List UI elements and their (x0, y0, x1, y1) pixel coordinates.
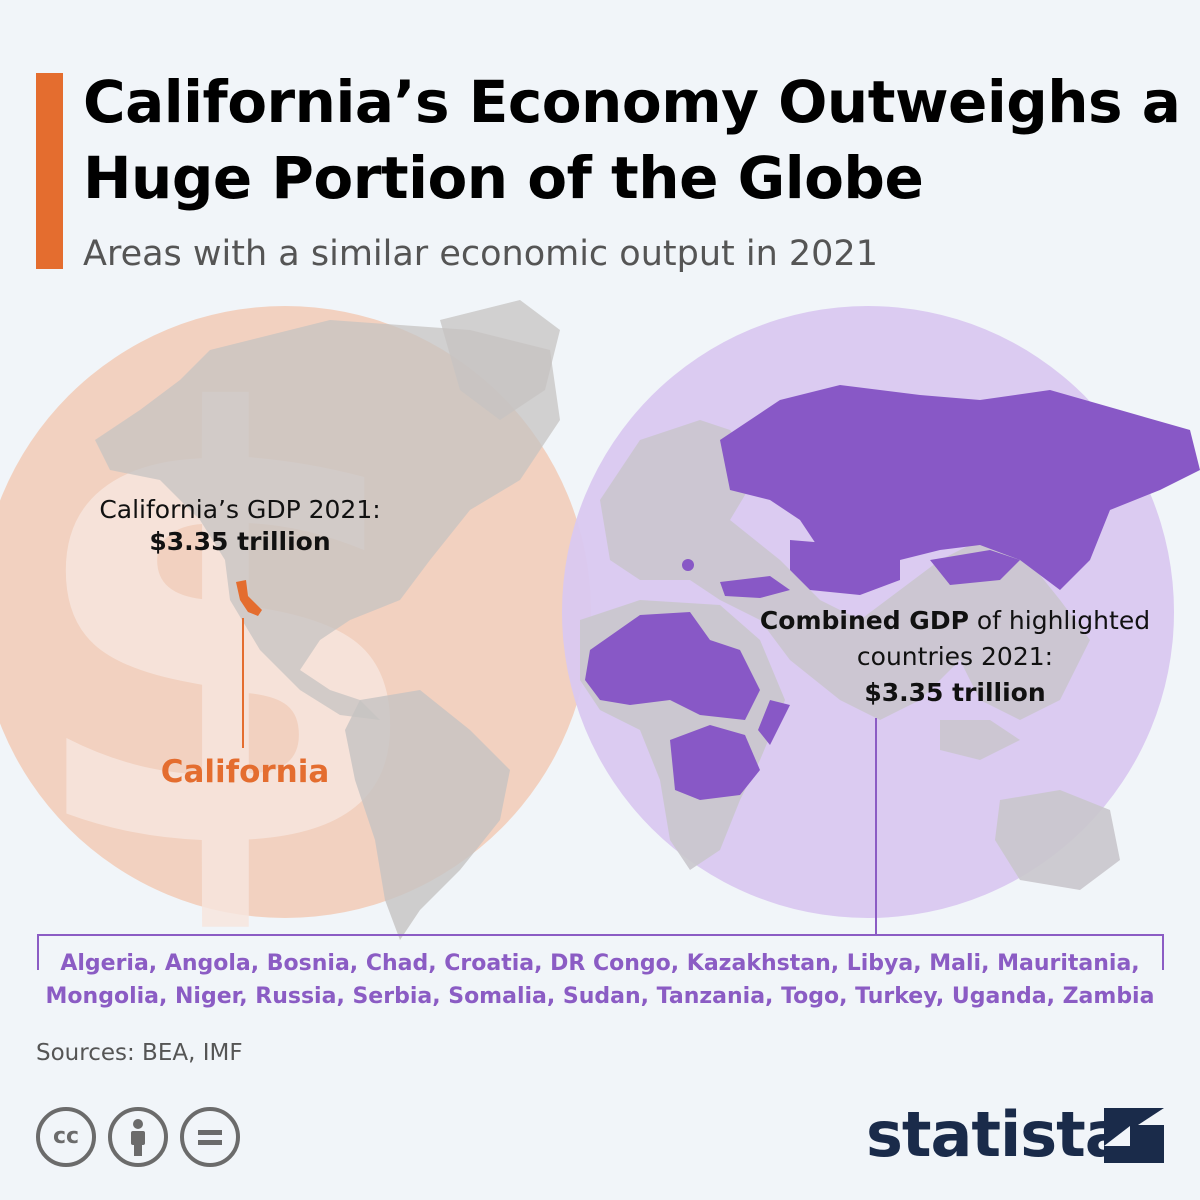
sources-text: Sources: BEA, IMF (36, 1040, 243, 1066)
mongolia-highlight (930, 550, 1020, 585)
title-accent-bar (36, 73, 63, 269)
se-asia-land (940, 720, 1020, 760)
eurasia-land (600, 420, 1090, 720)
cc-icon[interactable]: cc (36, 1107, 96, 1167)
combined-gdp-label: Combined GDP of highlighted countries 20… (740, 603, 1170, 711)
countries-line-2: Mongolia, Niger, Russia, Serbia, Somalia… (45, 984, 1155, 1009)
north-africa-highlight (585, 612, 760, 720)
balkans-highlight (682, 559, 694, 571)
greenland-land (440, 300, 560, 420)
california-label: California (160, 754, 330, 790)
california-gdp-year: 2021: (308, 495, 381, 524)
somalia-highlight (758, 700, 790, 745)
russia-highlight (720, 385, 1200, 590)
countries-bracket (37, 934, 1164, 970)
statista-logo-text[interactable]: statista (866, 1098, 1127, 1171)
statista-logo-icon (1104, 1108, 1164, 1163)
page-title: California’s Economy Outweighs a Huge Po… (83, 68, 1181, 212)
turkey-highlight (720, 576, 790, 598)
countries-list: Algeria, Angola, Bosnia, Chad, Croatia, … (30, 947, 1170, 1013)
california-gdp-value: $3.35 trillion (149, 527, 331, 556)
combined-gdp-value: $3.35 trillion (864, 678, 1046, 707)
australia-land (995, 790, 1120, 890)
california-gdp-label: California’s GDP 2021: $3.35 trillion (40, 494, 440, 558)
central-africa-highlight (670, 725, 760, 800)
california-gdp-title: California’s GDP (99, 495, 301, 524)
combined-gdp-desc: of highlighted countries 2021: (856, 606, 1151, 671)
california-shape (236, 580, 262, 616)
north-america-land (95, 320, 560, 720)
page-subtitle: Areas with a similar economic output in … (83, 234, 878, 274)
kazakhstan-highlight (790, 540, 900, 595)
no-derivatives-icon[interactable] (180, 1107, 240, 1167)
combined-gdp-title: Combined GDP (759, 606, 969, 635)
countries-line-1: Algeria, Angola, Bosnia, Chad, Croatia, … (60, 951, 1140, 976)
south-america-land (345, 690, 510, 940)
attribution-icon[interactable] (108, 1107, 168, 1167)
